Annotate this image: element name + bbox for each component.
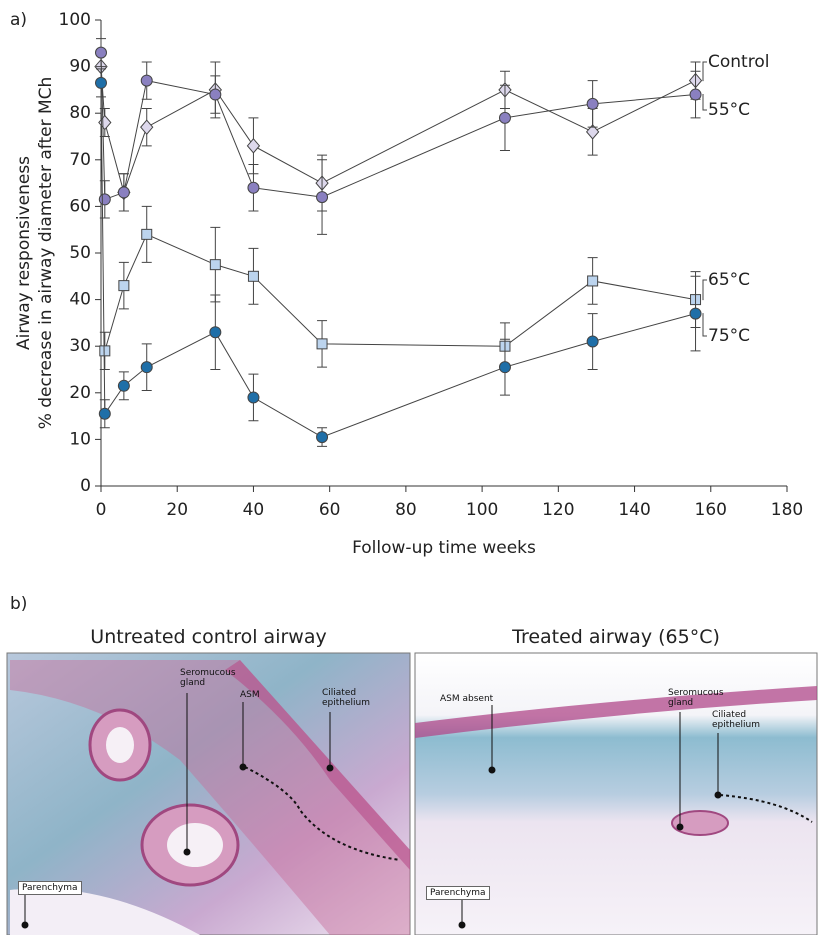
annotation: Seromucous gland bbox=[180, 668, 236, 688]
y-axis-label: Airway responsiveness bbox=[14, 156, 34, 350]
point bbox=[247, 181, 260, 194]
series-line bbox=[100, 82, 696, 438]
point bbox=[498, 111, 511, 124]
point bbox=[586, 335, 599, 348]
point bbox=[141, 228, 153, 240]
point bbox=[498, 361, 511, 374]
point bbox=[99, 345, 111, 357]
panel-label: b) bbox=[10, 594, 27, 614]
x-tick-label: 100 bbox=[466, 500, 498, 520]
series-line bbox=[100, 52, 696, 201]
y-tick-label: 80 bbox=[69, 103, 91, 123]
point bbox=[689, 88, 702, 101]
point bbox=[118, 280, 130, 292]
annotation: ASM bbox=[240, 690, 260, 700]
point bbox=[209, 88, 222, 101]
point bbox=[98, 193, 111, 206]
panel-title: Untreated control airway bbox=[90, 626, 327, 648]
point bbox=[98, 407, 111, 420]
point bbox=[140, 119, 154, 135]
annotation: Parenchyma bbox=[426, 886, 490, 900]
y-tick-label: 100 bbox=[59, 10, 91, 30]
y-axis-label: % decrease in airway diameter after MCh bbox=[36, 77, 56, 430]
panel-label: a) bbox=[10, 10, 27, 30]
point bbox=[586, 97, 599, 110]
x-tick-label: 160 bbox=[695, 500, 727, 520]
series-label: 55°C bbox=[708, 100, 750, 120]
point bbox=[587, 275, 599, 287]
series-line bbox=[100, 66, 696, 195]
x-tick-label: 40 bbox=[243, 500, 265, 520]
panel-title: Treated airway (65°C) bbox=[512, 626, 720, 648]
point bbox=[316, 338, 328, 350]
annotation: ASM absent bbox=[440, 694, 494, 704]
x-tick-label: 60 bbox=[319, 500, 341, 520]
x-tick-label: 120 bbox=[542, 500, 574, 520]
y-tick-label: 30 bbox=[69, 336, 91, 356]
annotation: Seromucous gland bbox=[668, 688, 724, 708]
y-tick-label: 0 bbox=[80, 476, 91, 496]
point bbox=[247, 270, 259, 282]
series-label: Control bbox=[708, 52, 769, 72]
point bbox=[247, 391, 260, 404]
label-bracket bbox=[702, 279, 707, 301]
series-label: 75°C bbox=[708, 326, 750, 346]
point bbox=[140, 74, 153, 87]
y-tick-label: 40 bbox=[69, 290, 91, 310]
x-tick-label: 180 bbox=[771, 500, 803, 520]
y-tick-label: 50 bbox=[69, 243, 91, 263]
y-tick-label: 70 bbox=[69, 150, 91, 170]
x-tick-label: 140 bbox=[618, 500, 650, 520]
point bbox=[117, 379, 130, 392]
y-tick-label: 90 bbox=[69, 57, 91, 77]
point bbox=[117, 186, 130, 199]
point bbox=[209, 259, 221, 271]
point bbox=[689, 307, 702, 320]
point bbox=[98, 114, 112, 131]
x-tick-label: 0 bbox=[96, 500, 107, 520]
series-label: 65°C bbox=[708, 270, 750, 290]
label-bracket bbox=[702, 61, 707, 82]
point bbox=[140, 361, 153, 374]
point bbox=[95, 76, 107, 89]
point bbox=[246, 138, 261, 154]
y-tick-label: 20 bbox=[69, 383, 91, 403]
point bbox=[316, 191, 329, 204]
histology-left bbox=[6, 652, 411, 935]
annotation: Ciliated epithelium bbox=[712, 710, 760, 730]
series-line bbox=[104, 233, 696, 352]
annotation: Parenchyma bbox=[18, 881, 82, 895]
point bbox=[95, 46, 107, 59]
point bbox=[209, 326, 222, 339]
point bbox=[585, 124, 600, 140]
annotation-pointers bbox=[21, 693, 722, 929]
x-tick-label: 20 bbox=[166, 500, 188, 520]
y-tick-label: 60 bbox=[69, 196, 91, 216]
y-tick-label: 10 bbox=[69, 429, 91, 449]
x-axis-label: Follow-up time weeks bbox=[352, 538, 536, 558]
annotation: Ciliated epithelium bbox=[322, 688, 370, 708]
point bbox=[316, 431, 329, 444]
label-bracket bbox=[702, 94, 707, 111]
label-bracket bbox=[702, 313, 707, 337]
x-tick-label: 80 bbox=[395, 500, 417, 520]
